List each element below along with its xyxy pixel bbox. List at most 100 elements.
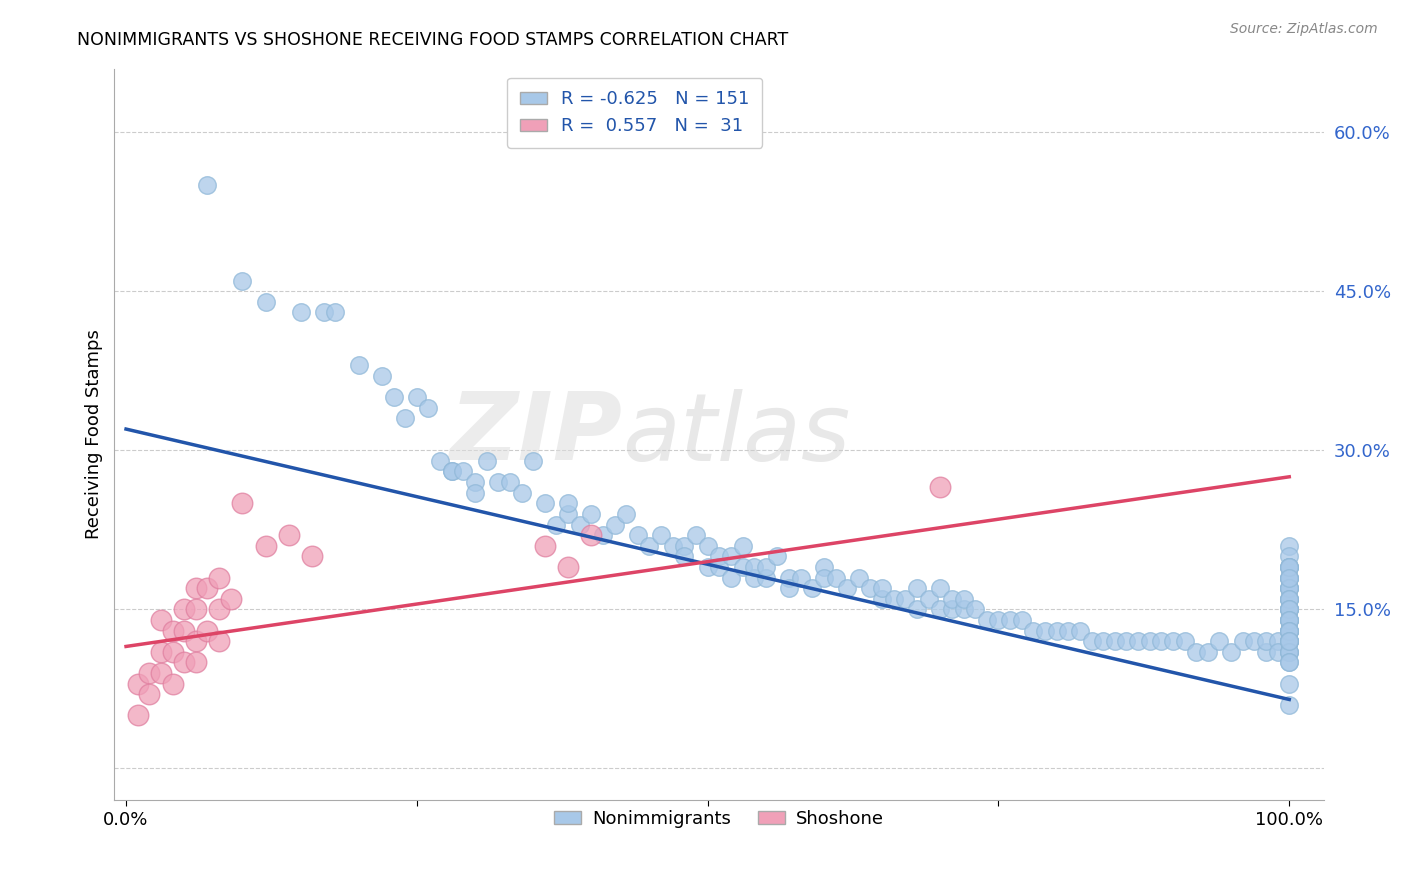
Point	[1254, 634, 1277, 648]
Point	[1278, 560, 1301, 574]
Point	[987, 613, 1010, 627]
Point	[1278, 602, 1301, 616]
Point	[162, 624, 184, 638]
Point	[709, 549, 731, 564]
Point	[755, 560, 778, 574]
Point	[1278, 570, 1301, 584]
Point	[638, 539, 661, 553]
Point	[499, 475, 522, 489]
Point	[440, 465, 463, 479]
Point	[1104, 634, 1126, 648]
Point	[1278, 549, 1301, 564]
Point	[394, 411, 416, 425]
Point	[486, 475, 509, 489]
Point	[592, 528, 614, 542]
Point	[173, 656, 195, 670]
Point	[941, 591, 963, 606]
Text: Source: ZipAtlas.com: Source: ZipAtlas.com	[1230, 22, 1378, 37]
Point	[1278, 539, 1301, 553]
Point	[1278, 624, 1301, 638]
Point	[546, 517, 568, 532]
Point	[1278, 613, 1301, 627]
Point	[254, 539, 277, 553]
Point	[720, 570, 742, 584]
Point	[1278, 602, 1301, 616]
Point	[976, 613, 998, 627]
Point	[824, 570, 846, 584]
Point	[627, 528, 650, 542]
Point	[1278, 656, 1301, 670]
Point	[1278, 602, 1301, 616]
Point	[1174, 634, 1197, 648]
Point	[581, 528, 603, 542]
Point	[1278, 634, 1301, 648]
Point	[742, 560, 765, 574]
Point	[1278, 560, 1301, 574]
Point	[162, 645, 184, 659]
Point	[231, 496, 253, 510]
Point	[965, 602, 987, 616]
Point	[197, 624, 219, 638]
Point	[429, 454, 451, 468]
Point	[1278, 591, 1301, 606]
Point	[149, 645, 172, 659]
Point	[1232, 634, 1254, 648]
Point	[464, 475, 486, 489]
Point	[859, 581, 882, 595]
Point	[731, 560, 754, 574]
Point	[1254, 645, 1277, 659]
Point	[673, 539, 696, 553]
Point	[766, 549, 789, 564]
Point	[197, 178, 219, 193]
Point	[742, 570, 765, 584]
Point	[1185, 645, 1208, 659]
Point	[778, 570, 800, 584]
Point	[184, 602, 207, 616]
Point	[789, 570, 811, 584]
Point	[709, 560, 731, 574]
Point	[1139, 634, 1161, 648]
Point	[1161, 634, 1184, 648]
Point	[127, 708, 149, 723]
Point	[1278, 613, 1301, 627]
Point	[1278, 591, 1301, 606]
Point	[173, 602, 195, 616]
Point	[1278, 560, 1301, 574]
Point	[603, 517, 626, 532]
Point	[1278, 591, 1301, 606]
Point	[661, 539, 683, 553]
Point	[1278, 624, 1301, 638]
Point	[731, 539, 754, 553]
Point	[696, 539, 718, 553]
Text: NONIMMIGRANTS VS SHOSHONE RECEIVING FOOD STAMPS CORRELATION CHART: NONIMMIGRANTS VS SHOSHONE RECEIVING FOOD…	[77, 31, 789, 49]
Point	[952, 591, 974, 606]
Point	[1278, 602, 1301, 616]
Point	[801, 581, 824, 595]
Point	[1092, 634, 1115, 648]
Point	[557, 496, 579, 510]
Point	[208, 570, 231, 584]
Legend: Nonimmigrants, Shoshone: Nonimmigrants, Shoshone	[547, 803, 891, 835]
Point	[1278, 591, 1301, 606]
Point	[1278, 645, 1301, 659]
Point	[1278, 581, 1301, 595]
Point	[685, 528, 707, 542]
Point	[568, 517, 591, 532]
Point	[1057, 624, 1080, 638]
Point	[848, 570, 870, 584]
Point	[138, 665, 160, 680]
Point	[696, 560, 718, 574]
Point	[522, 454, 544, 468]
Point	[382, 390, 405, 404]
Point	[1011, 613, 1033, 627]
Point	[1278, 624, 1301, 638]
Point	[650, 528, 672, 542]
Point	[1278, 581, 1301, 595]
Point	[1208, 634, 1230, 648]
Point	[440, 465, 463, 479]
Point	[1046, 624, 1069, 638]
Point	[1278, 624, 1301, 638]
Point	[870, 581, 893, 595]
Point	[1267, 634, 1289, 648]
Point	[1150, 634, 1173, 648]
